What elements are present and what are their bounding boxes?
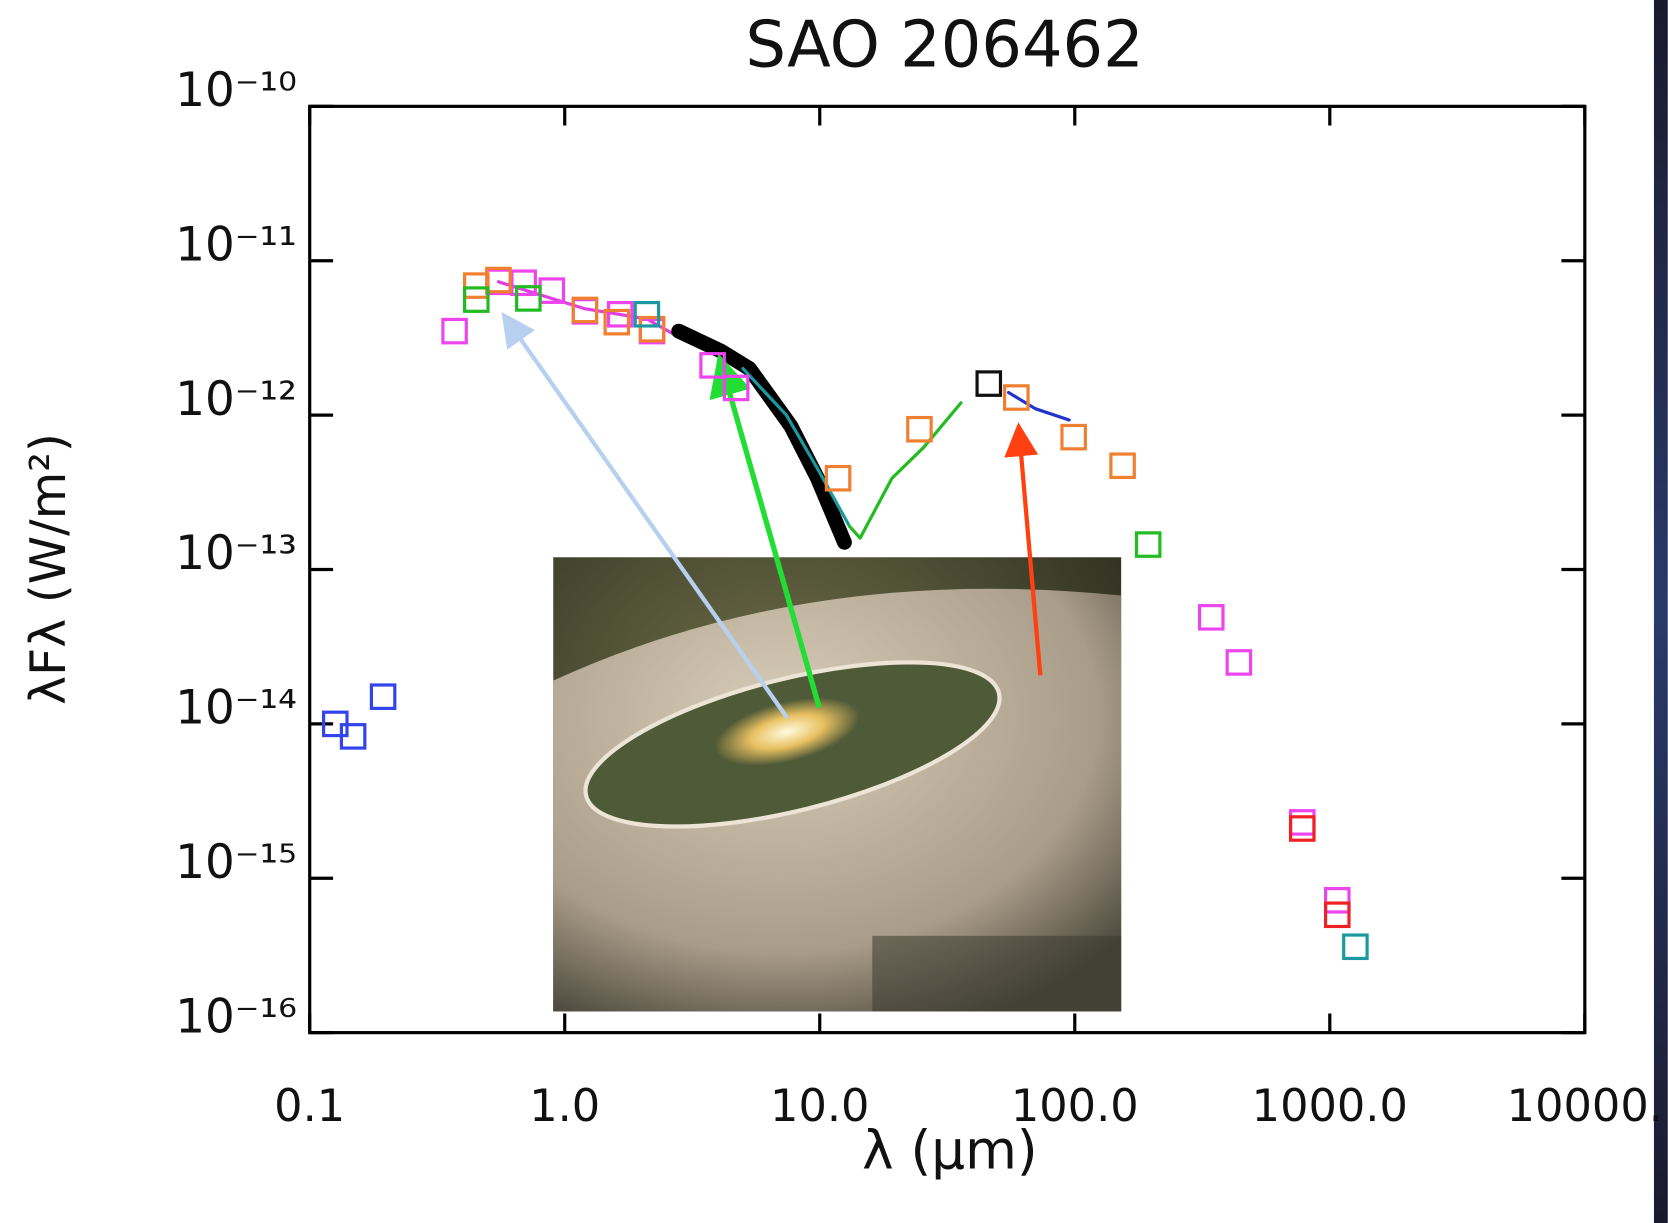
data-point bbox=[633, 300, 661, 328]
y-tick-label: 10⁻¹¹ bbox=[175, 218, 297, 272]
arrow bbox=[1004, 422, 1043, 676]
data-point bbox=[824, 464, 852, 492]
x-tick-label: 10.0 bbox=[770, 1080, 869, 1132]
data-point bbox=[603, 308, 631, 336]
arrow bbox=[501, 312, 789, 720]
chart-title: SAO 206462 bbox=[745, 8, 1143, 82]
data-point bbox=[1288, 815, 1316, 842]
data-point bbox=[1323, 886, 1351, 914]
data-point bbox=[1342, 933, 1369, 961]
data-point bbox=[975, 370, 1003, 397]
y-axis-label: λFλ (W/m²) bbox=[20, 433, 77, 705]
x-tick-label: 1000.0 bbox=[1252, 1080, 1408, 1132]
data-point bbox=[1225, 649, 1253, 676]
y-tick-label: 10⁻¹⁴ bbox=[175, 682, 297, 736]
data-point bbox=[1288, 809, 1316, 836]
data-point bbox=[1003, 384, 1030, 411]
data-point bbox=[1134, 531, 1162, 558]
data-point bbox=[606, 300, 634, 328]
data-point bbox=[515, 285, 542, 312]
data-point bbox=[485, 266, 512, 294]
data-point bbox=[722, 374, 750, 402]
y-tick-label: 10⁻¹⁵ bbox=[175, 836, 297, 890]
data-point bbox=[339, 723, 367, 750]
x-tick-label: 100.0 bbox=[1011, 1080, 1139, 1132]
data-point bbox=[441, 317, 468, 345]
data-point bbox=[571, 296, 599, 324]
data-point bbox=[462, 272, 490, 299]
data-point bbox=[1323, 901, 1351, 929]
data-point bbox=[369, 683, 397, 710]
arrow bbox=[709, 353, 822, 708]
inset-rocks bbox=[872, 935, 1122, 1012]
spectrum-line bbox=[848, 401, 963, 540]
data-point bbox=[1109, 452, 1136, 480]
data-point bbox=[462, 286, 490, 313]
y-tick-label: 10⁻¹³ bbox=[175, 527, 297, 581]
x-tick-label: 1.0 bbox=[529, 1080, 600, 1132]
x-tick-label: 10000. bbox=[1507, 1080, 1663, 1132]
inset-star bbox=[714, 697, 860, 766]
data-point bbox=[510, 269, 537, 297]
data-point bbox=[1060, 423, 1087, 451]
inset-illustration bbox=[553, 557, 1122, 1012]
data-point bbox=[906, 415, 933, 443]
spectrum-line bbox=[1006, 390, 1071, 422]
x-axis-label: λ (μm) bbox=[862, 1120, 1037, 1182]
spectrum-line bbox=[741, 367, 852, 529]
data-point bbox=[1197, 604, 1225, 631]
y-tick-label: 10⁻¹⁶ bbox=[175, 990, 297, 1044]
y-tick-label: 10⁻¹² bbox=[175, 373, 297, 427]
side-strip bbox=[1653, 0, 1668, 1223]
y-tick-label: 10⁻¹⁰ bbox=[175, 64, 297, 118]
data-point bbox=[699, 352, 726, 379]
x-tick-label: 0.1 bbox=[274, 1080, 345, 1132]
data-point bbox=[638, 315, 666, 343]
